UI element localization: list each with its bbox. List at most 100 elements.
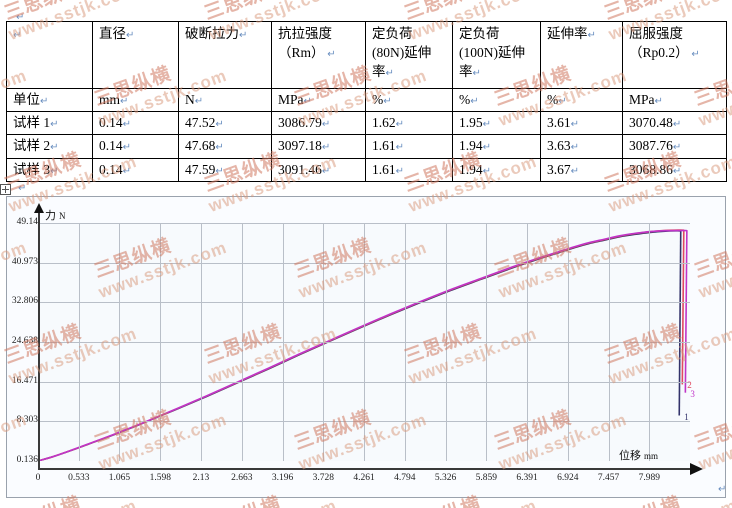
table-cell: %↵	[452, 87, 541, 113]
table-cell: 1.62↵	[365, 111, 453, 136]
table-row: 单位↵ mm↵ N↵ MPa↵ %↵ %↵ %↵ MPa↵	[6, 87, 727, 113]
cell-value: 3087.76	[629, 138, 673, 154]
pilcrow-mark: ↵	[122, 165, 132, 177]
table-row-label: 试样 3↵	[6, 157, 93, 182]
y-tick-label: 8.303	[16, 415, 38, 426]
table-cell: %↵	[365, 87, 453, 113]
header-label-line2: (100N)延伸	[459, 45, 525, 61]
table-header-cell: ↵	[6, 21, 93, 89]
table-cell: 3.63↵	[540, 134, 623, 159]
cell-value: N	[185, 92, 195, 107]
pilcrow-mark: ↵	[321, 119, 331, 131]
gridline-horizontal	[38, 421, 690, 422]
y-tick-label: 0.136	[16, 455, 38, 465]
table-cell: 0.14↵	[92, 134, 179, 159]
curve-series-label: 3	[690, 388, 695, 399]
gridline-horizontal	[38, 342, 690, 343]
y-axis-title-text: 力	[45, 210, 56, 222]
header-text: 测试报告 拉伸试验	[2, 0, 732, 1]
pilcrow-mark: ↵	[50, 119, 59, 131]
cell-value: 3068.86	[629, 161, 673, 177]
cell-value: 0.14	[99, 138, 123, 154]
pilcrow-mark: ↵	[672, 119, 682, 131]
table-header-row: ↵ 直径↵ 破断拉力↵ 抗拉强度 （Rm） ↵ 定负荷 (80N)延伸 率↵ 定负荷 (100N)…	[6, 21, 727, 89]
pilcrow-mark: ↵	[122, 119, 132, 131]
table-cell: 1.94↵	[452, 157, 541, 182]
pilcrow-mark: ↵	[13, 30, 22, 41]
x-tick-label: 0	[35, 473, 41, 483]
cell-value: mm	[99, 92, 121, 107]
pilcrow-mark: ↵	[122, 142, 132, 154]
table-header-cell: 延伸率↵	[540, 21, 623, 89]
pilcrow-mark: ↵	[472, 68, 481, 80]
results-table: ↵ 直径↵ 破断拉力↵ 抗拉强度 （Rm） ↵ 定负荷 (80N)延伸 率↵ 定负荷 (100N)…	[6, 21, 727, 182]
paragraph-mark: ↵	[16, 12, 25, 23]
cell-value: 1.62	[372, 115, 396, 131]
table-cell: 3.61↵	[540, 111, 623, 136]
gridline-horizontal	[38, 263, 690, 264]
x-tick-label: 5.859	[475, 473, 497, 483]
x-tick-label: 7.457	[597, 473, 620, 483]
header-label: 直径	[99, 26, 126, 41]
x-tick-label: 2.13	[192, 473, 210, 483]
table-header-cell: 屈服强度 （Rp0.2） ↵	[622, 21, 727, 89]
cell-value: 3.63	[547, 138, 571, 154]
cell-value: 3091.46	[278, 161, 322, 177]
x-axis-unit: mm	[644, 451, 659, 461]
gridline-horizontal	[38, 382, 690, 383]
cell-value: 3.67	[547, 161, 571, 177]
x-axis-arrow-icon	[690, 463, 703, 475]
header-label: 屈服强度	[629, 26, 683, 41]
cell-value: 1.94	[459, 138, 483, 154]
table-row: 试样 1↵ 0.14↵ 47.52↵ 3086.79↵ 1.62↵ 1.95↵ 3.61↵ 3…	[6, 111, 727, 136]
table-move-handle[interactable]	[0, 184, 11, 195]
x-tick-label: 6.924	[557, 473, 579, 483]
pilcrow-mark: ↵	[482, 165, 492, 177]
table-header-cell: 定负荷 (80N)延伸 率↵	[365, 21, 453, 89]
x-tick-label: 2.663	[231, 473, 253, 483]
table-row-label: 单位↵	[6, 87, 93, 113]
header-label: 延伸率	[547, 26, 588, 41]
plot-area	[38, 223, 690, 461]
table-cell: 3086.79↵	[271, 111, 366, 136]
x-axis-title-text: 位移	[619, 450, 641, 462]
header-label-line3: 率	[459, 64, 473, 80]
pilcrow-mark: ↵	[215, 119, 224, 131]
cell-value: 47.59	[185, 161, 216, 177]
y-tick-label: 24.638	[11, 336, 38, 346]
cell-value: 3.61	[547, 115, 571, 131]
table-cell: 1.61↵	[365, 157, 453, 182]
table-row-label: 试样 1↵	[6, 111, 93, 136]
table-header-cell: 直径↵	[92, 21, 179, 89]
table-cell: 3087.76↵	[622, 134, 727, 159]
pilcrow-mark: ↵	[672, 142, 682, 154]
table-cell: 3070.48↵	[622, 111, 727, 136]
pilcrow-mark: ↵	[470, 96, 479, 107]
table-cell: MPa↵	[622, 87, 727, 113]
table-cell: 3091.46↵	[271, 157, 366, 182]
table-cell: 47.68↵	[178, 134, 272, 159]
x-tick-label: 6.391	[516, 473, 538, 483]
table-row: 试样 3↵ 0.14↵ 47.59↵ 3091.46↵ 1.61↵ 1.94↵ 3.67↵ 3…	[6, 157, 727, 182]
header-label-line3: 率	[372, 64, 386, 80]
pilcrow-mark: ↵	[215, 165, 224, 177]
pilcrow-mark: ↵	[570, 142, 580, 154]
table-cell: 47.59↵	[178, 157, 272, 182]
table-cell: 0.14↵	[92, 157, 179, 182]
pilcrow-mark: ↵	[558, 96, 567, 107]
x-tick-label: 3.196	[271, 473, 294, 483]
paragraph-mark-2: ↵	[18, 183, 27, 194]
x-axis-title: 位移 mm	[619, 447, 658, 463]
cell-value: 3097.18	[278, 138, 322, 154]
y-axis-unit: N	[59, 211, 66, 221]
pilcrow-mark: ↵	[324, 49, 336, 61]
pilcrow-mark: ↵	[482, 119, 492, 131]
header-label: 定负荷	[372, 26, 413, 41]
cell-value: MPa	[629, 92, 655, 107]
pilcrow-mark: ↵	[194, 96, 204, 107]
pilcrow-mark: ↵	[395, 119, 405, 131]
gridline-horizontal	[38, 223, 690, 224]
pilcrow-mark: ↵	[303, 96, 312, 107]
